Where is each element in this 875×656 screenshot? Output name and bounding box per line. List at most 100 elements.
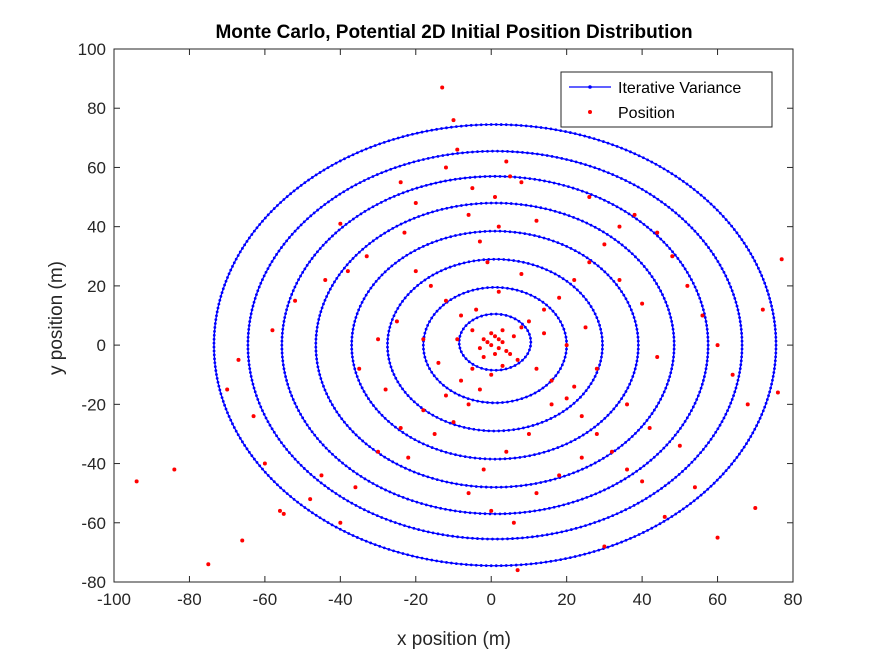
variance-ellipse-marker [357,436,361,440]
variance-ellipse-marker [558,211,562,214]
variance-ellipse-marker [283,371,287,375]
variance-ellipse-marker [567,502,570,505]
variance-ellipse-marker [454,234,457,237]
variance-ellipse-marker [690,460,694,464]
variance-ellipse-marker [436,532,440,536]
variance-ellipse-marker [325,392,329,396]
variance-ellipse-marker [375,173,379,176]
variance-ellipse-marker [496,401,499,405]
variance-ellipse-marker [634,323,638,327]
variance-ellipse-marker [241,246,244,250]
variance-ellipse-marker [299,223,303,227]
variance-ellipse-marker [502,429,506,433]
variance-ellipse-marker [671,327,675,331]
variance-ellipse-marker [478,457,482,460]
variance-ellipse-marker [412,526,416,530]
variance-ellipse-marker [325,295,329,298]
variance-ellipse-marker [333,406,336,410]
variance-ellipse-marker [231,264,234,268]
variance-ellipse-marker [669,371,673,375]
variance-ellipse-marker [411,132,414,136]
variance-ellipse-marker [534,482,538,485]
variance-ellipse-marker [435,309,439,313]
variance-ellipse-marker [496,149,499,153]
variance-ellipse-marker [676,257,680,260]
variance-ellipse-marker [330,163,334,167]
variance-ellipse-marker [364,147,368,151]
variance-ellipse-marker [461,535,464,539]
variance-ellipse-marker [435,447,439,451]
variance-ellipse-marker [484,123,488,127]
variance-ellipse-marker [261,278,264,281]
variance-ellipse-marker [620,510,623,514]
variance-ellipse-marker [472,427,476,431]
position-point [779,257,784,262]
variance-ellipse-marker [509,366,513,369]
variance-ellipse-marker [479,201,483,205]
variance-ellipse-marker [234,429,238,433]
position-point [504,159,509,164]
variance-ellipse-1 [457,312,533,372]
variance-ellipse-marker [681,217,684,221]
variance-ellipse-marker [212,333,216,337]
variance-ellipse-marker [720,420,724,423]
position-point [625,467,630,472]
variance-ellipse-marker [569,528,573,531]
variance-ellipse-marker [403,296,407,300]
variance-ellipse-marker [712,481,716,485]
variance-ellipse-marker [319,310,323,314]
variance-ellipse-marker [597,459,601,463]
variance-ellipse-marker [557,274,561,278]
position-point [470,328,475,333]
variance-ellipse-marker [334,231,338,235]
variance-ellipse-marker [698,390,702,394]
variance-ellipse-marker [523,232,527,235]
variance-ellipse-marker [282,367,286,371]
variance-ellipse-marker [606,516,610,519]
variance-ellipse-marker [446,534,450,537]
variance-ellipse-marker [340,417,344,421]
variance-ellipse-marker [745,245,748,249]
variance-ellipse-marker [521,536,524,540]
variance-ellipse-marker [636,335,640,339]
variance-ellipse-marker [401,387,404,391]
variance-ellipse-marker [542,450,546,454]
variance-ellipse-marker [770,382,773,386]
variance-ellipse-marker [706,343,710,347]
variance-ellipse-marker [327,200,330,204]
variance-ellipse-marker [320,380,324,384]
variance-ellipse-marker [412,400,416,404]
variance-ellipse-marker [739,328,743,331]
position-point [655,230,660,235]
variance-ellipse-marker [213,357,216,361]
variance-ellipse-marker [509,202,513,205]
variance-ellipse-marker [458,510,462,514]
variance-ellipse-marker [314,333,318,337]
variance-ellipse-marker [351,430,355,434]
variance-ellipse-marker [472,259,476,263]
variance-ellipse-marker [312,475,316,479]
variance-ellipse-marker [508,457,512,460]
variance-ellipse-marker [609,410,613,414]
variance-ellipse-marker [263,470,267,474]
variance-ellipse-marker [579,395,582,399]
position-point [459,378,464,383]
variance-ellipse-marker [484,201,488,205]
variance-ellipse-marker [771,312,775,316]
variance-ellipse-marker [224,279,228,283]
variance-ellipse-marker [594,194,598,198]
position-point [602,544,607,549]
variance-ellipse-marker [562,503,566,507]
variance-ellipse-marker [315,357,319,361]
variance-ellipse-marker [699,493,703,497]
variance-ellipse-marker [667,379,670,382]
variance-ellipse-marker [488,174,492,178]
variance-ellipse-marker [371,482,375,485]
variance-ellipse-marker [637,533,641,536]
variance-ellipse-marker [605,232,609,236]
variance-ellipse-marker [626,301,630,304]
variance-ellipse-marker [751,431,755,435]
variance-ellipse-marker [330,489,334,493]
variance-ellipse-marker [522,260,525,264]
variance-ellipse-marker [421,213,425,217]
